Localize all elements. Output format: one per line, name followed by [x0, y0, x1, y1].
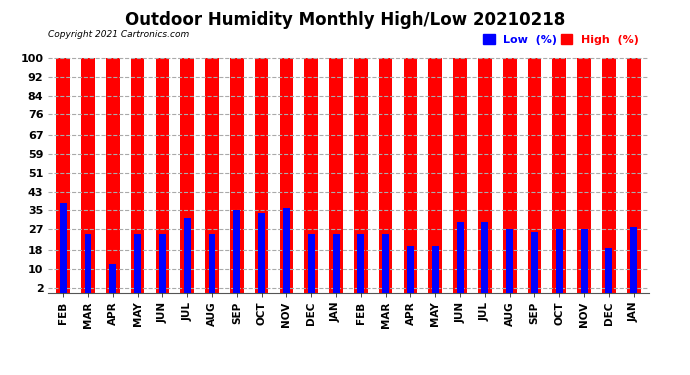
Bar	[155, 58, 169, 292]
Bar	[304, 58, 318, 292]
Bar	[333, 234, 339, 292]
Bar	[283, 208, 290, 292]
Bar	[432, 246, 439, 292]
Bar	[506, 229, 513, 292]
Bar	[382, 234, 389, 292]
Bar	[308, 234, 315, 292]
Bar	[131, 58, 144, 292]
Bar	[233, 210, 240, 292]
Bar	[106, 58, 119, 292]
Bar	[482, 222, 489, 292]
Bar	[478, 58, 492, 292]
Bar	[60, 203, 67, 292]
Bar	[453, 58, 467, 292]
Bar	[503, 58, 517, 292]
Bar	[329, 58, 343, 292]
Bar	[404, 58, 417, 292]
Bar	[428, 58, 442, 292]
Bar	[379, 58, 393, 292]
Bar	[159, 234, 166, 292]
Bar	[258, 213, 265, 292]
Bar	[553, 58, 566, 292]
Bar	[279, 58, 293, 292]
Bar	[84, 234, 92, 292]
Bar	[109, 264, 117, 292]
Bar	[357, 234, 364, 292]
Bar	[605, 248, 613, 292]
Bar	[556, 229, 563, 292]
Bar	[180, 58, 194, 292]
Bar	[457, 222, 464, 292]
Bar	[57, 58, 70, 292]
Bar	[602, 58, 615, 292]
Legend: Low  (%), High  (%): Low (%), High (%)	[479, 30, 643, 49]
Bar	[208, 234, 215, 292]
Bar	[81, 58, 95, 292]
Bar	[630, 227, 637, 292]
Bar	[354, 58, 368, 292]
Bar	[578, 58, 591, 292]
Bar	[230, 58, 244, 292]
Bar	[407, 246, 414, 292]
Text: Copyright 2021 Cartronics.com: Copyright 2021 Cartronics.com	[48, 30, 190, 39]
Bar	[531, 231, 538, 292]
Bar	[205, 58, 219, 292]
Bar	[255, 58, 268, 292]
Bar	[528, 58, 542, 292]
Bar	[134, 234, 141, 292]
Bar	[580, 229, 588, 292]
Bar	[627, 58, 640, 292]
Bar	[184, 217, 190, 292]
Text: Outdoor Humidity Monthly High/Low 20210218: Outdoor Humidity Monthly High/Low 202102…	[125, 11, 565, 29]
